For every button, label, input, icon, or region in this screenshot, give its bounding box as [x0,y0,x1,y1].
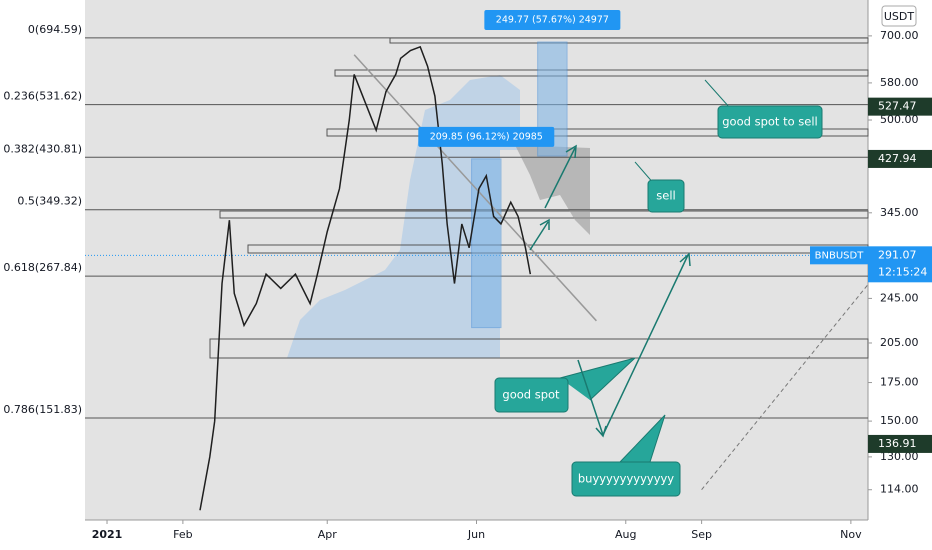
price-label-text: 527.47 [878,100,917,113]
fib-label: 0.5(349.32) [17,195,82,208]
price-line [199,45,532,511]
currency-button[interactable] [881,5,917,27]
measure-label: 249.77 (57.67%) 24977 [496,15,609,26]
measure-tag [418,126,555,147]
x-tick-label: Feb [173,528,192,541]
last-price-text: 291.07 [878,248,917,261]
y-tick-label: 345.00 [880,206,919,219]
price-label-text: 427.94 [878,152,917,165]
measure-label: 209.85 (96.12%) 20985 [430,131,543,142]
annotation: good spot [502,388,560,402]
measure-box [471,158,502,329]
zones [209,37,869,359]
x-tick-label: Jun [467,528,485,541]
fib-label: 0.382(430.81) [3,142,82,155]
x-tick-label: Nov [840,528,862,541]
fib-label: 0(694.59) [28,23,82,36]
measure-tag [484,10,621,31]
y-tick-label: 500.00 [880,113,919,126]
annotation: good spot to sell [722,115,817,129]
symbol-label: BNBUSDT [815,250,865,261]
y-tick-label: 205.00 [880,336,919,349]
y-tick-label: 245.00 [880,291,919,304]
symbol-tag [810,246,868,265]
x-tick-label: 2021 [92,528,123,541]
y-tick-label: 700.00 [880,29,919,42]
projection [515,145,590,235]
annotation: sell [656,189,675,203]
x-tick-label: Aug [615,528,636,541]
currency: USDT [884,10,915,23]
time-axis [0,520,932,550]
fib-label: 0.236(531.62) [3,90,82,103]
y-tick-label: 580.00 [880,76,919,89]
fib-label: 0.618(267.84) [3,261,82,274]
price-label [868,434,932,453]
x-tick-label: Apr [318,528,338,541]
price-label [868,97,932,116]
price-label-text: 136.91 [878,437,917,450]
trend-line [353,54,597,322]
last-price-tag [868,246,932,283]
price-label [868,149,932,168]
y-tick-label: 175.00 [880,376,919,389]
annotation: buyyyyyyyyyyyy [578,472,674,486]
y-tick-label: 130.00 [880,450,919,463]
x-tick-label: Sep [691,528,712,541]
callouts: good spot to sell sell good spot buyyyyy… [494,79,823,497]
dashed-line [701,284,869,491]
y-tick-label: 114.00 [880,483,919,496]
y-tick-label: 150.00 [880,414,919,427]
fib-label: 0.786(151.83) [3,403,82,416]
countdown: 12:15:24 [878,265,927,278]
